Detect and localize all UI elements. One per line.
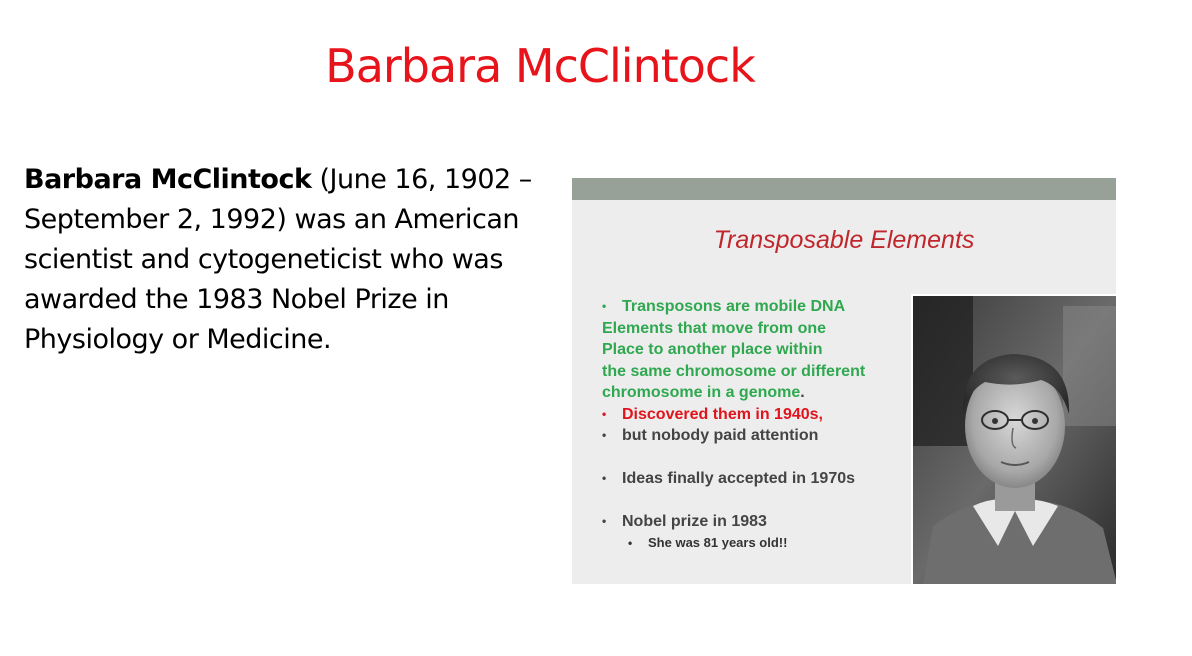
bullet-item: • Transposons are mobile DNA xyxy=(602,296,912,318)
portrait-photo-icon xyxy=(911,294,1116,584)
inset-slide-image: Transposable Elements • Transposons are m… xyxy=(572,178,1116,584)
bullet-dot-icon: • xyxy=(602,514,607,528)
bullet-dot-icon: • xyxy=(602,428,607,442)
inset-header-bar xyxy=(572,178,1116,200)
bullet-dot-icon: • xyxy=(602,406,607,421)
bullet-dot-icon: • xyxy=(628,535,633,550)
bullet-continuation: Elements that move from one xyxy=(602,319,827,337)
inset-bullet-list: • Transposons are mobile DNA Elements tha… xyxy=(602,296,912,553)
bullet-gap xyxy=(602,447,912,469)
bullet-continuation: Place to another place within xyxy=(602,341,823,358)
bullet-item: • but nobody paid attention xyxy=(602,425,912,447)
bullet-continuation: the same chromosome or different xyxy=(602,362,866,380)
bio-paragraph: Barbara McClintock (June 16, 1902 – Sept… xyxy=(24,160,564,360)
bullet-item: • Nobel prize in 1983 xyxy=(602,511,912,533)
bullet-item: • Ideas finally accepted in 1970s xyxy=(602,468,912,490)
slide-title: Barbara McClintock xyxy=(325,39,756,93)
bio-name: Barbara McClintock xyxy=(24,164,312,195)
bio-text: (June 16, 1902 – September 2, 1992) was … xyxy=(24,164,532,355)
inset-title: Transposable Elements xyxy=(713,226,975,254)
sub-bullet-item: • She was 81 years old!! xyxy=(602,533,912,553)
bullet-gap xyxy=(602,490,912,512)
bullet-dot-icon: • xyxy=(602,471,607,485)
bullet-dot-icon: • xyxy=(602,299,607,313)
bullet-item: • Discovered them in 1940s, xyxy=(602,404,912,426)
bullet-continuation: chromosome in a genome. xyxy=(602,384,805,401)
